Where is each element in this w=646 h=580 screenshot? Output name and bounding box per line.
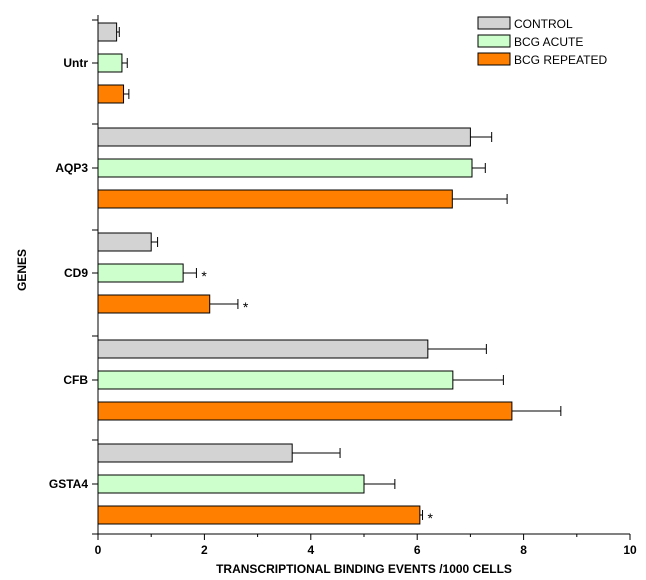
bar (97, 127, 471, 147)
category-label: GSTA4 (49, 477, 88, 491)
labels-layer: Untr AQP3 CD9 CFB GSTA4 0 2 4 6 8 10 (49, 56, 637, 557)
category-label: AQP3 (55, 161, 88, 175)
x-tick-label: 8 (520, 543, 527, 557)
bar (97, 401, 513, 421)
x-tick-label: 0 (95, 543, 102, 557)
bar (97, 370, 454, 390)
bar (97, 158, 473, 178)
bar (97, 53, 123, 73)
bar (97, 339, 429, 359)
x-tick-label: 4 (307, 543, 314, 557)
axes-layer (92, 15, 631, 540)
significance-marker: * (201, 268, 207, 284)
x-axis-title: TRANSCRIPTIONAL BINDING EVENTS /1000 CEL… (216, 562, 512, 576)
category-label: Untr (63, 56, 88, 70)
bar (97, 189, 453, 209)
bar (97, 22, 118, 42)
x-tick-label: 10 (623, 543, 637, 557)
significance-marker: * (428, 510, 434, 526)
bar (97, 232, 152, 252)
legend-label: CONTROL (514, 17, 573, 31)
legend-swatch (477, 52, 511, 66)
bar (97, 263, 184, 283)
legend-swatch (477, 16, 511, 30)
legend-label: BCG ACUTE (514, 35, 583, 49)
category-label: CD9 (64, 266, 88, 280)
bar (97, 474, 365, 494)
x-tick-label: 2 (201, 543, 208, 557)
legend: CONTROL BCG ACUTE BCG REPEATED (477, 16, 607, 67)
bar (97, 443, 293, 463)
bar (97, 84, 125, 104)
legend-swatch (477, 34, 511, 48)
bars-layer: * * * (97, 22, 562, 526)
bar (97, 505, 421, 525)
y-axis-title: GENES (15, 249, 29, 291)
legend-label: BCG REPEATED (514, 53, 607, 67)
x-tick-label: 6 (414, 543, 421, 557)
category-label: CFB (63, 373, 88, 387)
bar (97, 294, 211, 314)
significance-marker: * (243, 299, 249, 315)
